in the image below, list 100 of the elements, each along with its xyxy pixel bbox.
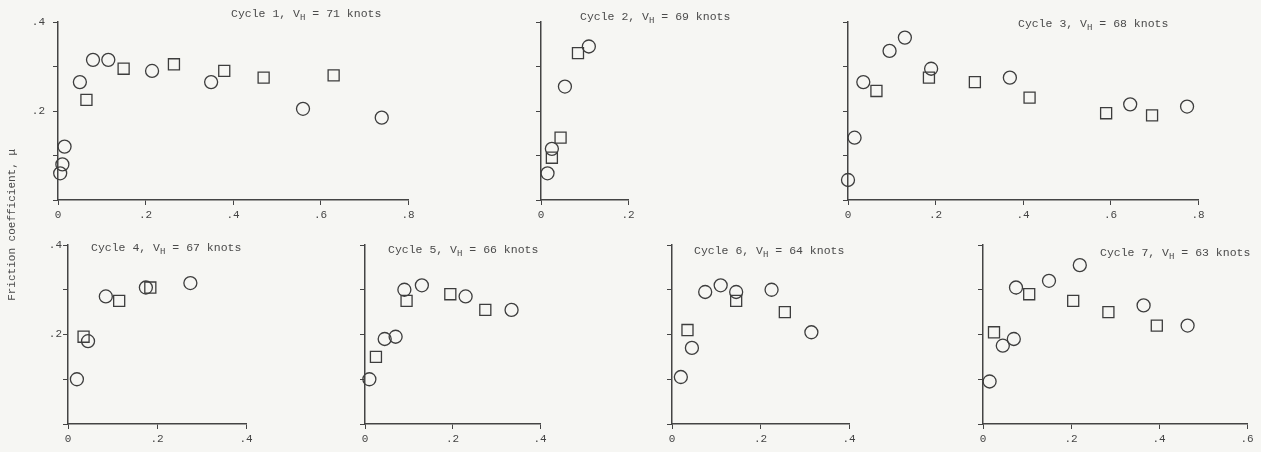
point bbox=[444, 288, 457, 301]
point bbox=[101, 52, 116, 67]
point bbox=[183, 275, 198, 291]
point bbox=[72, 74, 88, 90]
x-tick-label: 0 bbox=[537, 208, 545, 221]
chart-title: Cycle 6, V$_{H}$ = 64 knots bbox=[694, 244, 845, 263]
point bbox=[1041, 273, 1057, 288]
point bbox=[414, 278, 430, 293]
point bbox=[458, 289, 473, 304]
point bbox=[804, 325, 819, 340]
point bbox=[764, 282, 779, 297]
point bbox=[85, 52, 101, 67]
point bbox=[1023, 91, 1036, 104]
point bbox=[479, 303, 492, 317]
point bbox=[870, 84, 883, 98]
point bbox=[1072, 257, 1087, 273]
point bbox=[117, 62, 130, 75]
point bbox=[218, 64, 231, 78]
x-tick-label: .4 bbox=[1016, 208, 1030, 221]
point bbox=[400, 294, 413, 308]
point bbox=[77, 330, 90, 343]
point bbox=[362, 372, 377, 387]
x-tick-label: .8 bbox=[1191, 208, 1205, 221]
point bbox=[968, 75, 982, 89]
x-tick-label: .4 bbox=[1152, 432, 1166, 445]
x-tick-label: .2 bbox=[753, 432, 768, 445]
point bbox=[778, 305, 791, 319]
point bbox=[257, 71, 270, 84]
y-axis-title: Friction coefficient, μ bbox=[6, 149, 18, 301]
point bbox=[713, 278, 728, 293]
point bbox=[554, 131, 567, 144]
point bbox=[1180, 318, 1195, 333]
chart-title: Cycle 4, V$_{H}$ = 67 knots bbox=[91, 241, 242, 260]
point bbox=[98, 289, 113, 304]
point bbox=[80, 93, 93, 107]
x-tick-label: .6 bbox=[1240, 432, 1254, 445]
point bbox=[882, 43, 897, 59]
point bbox=[1023, 288, 1036, 301]
x-tick-label: .4 bbox=[239, 432, 253, 445]
point bbox=[138, 280, 154, 295]
x-tick-label: .2 bbox=[928, 208, 943, 221]
point bbox=[80, 334, 96, 349]
point bbox=[840, 172, 856, 188]
point bbox=[327, 69, 340, 82]
point bbox=[540, 166, 555, 181]
point bbox=[557, 79, 573, 94]
point bbox=[167, 58, 181, 71]
x-tick-label: .2 bbox=[138, 208, 153, 221]
point bbox=[377, 331, 392, 347]
x-tick-label: .6 bbox=[313, 208, 328, 221]
x-tick-label: .4 bbox=[226, 208, 240, 221]
point bbox=[1102, 305, 1115, 319]
point bbox=[388, 329, 403, 344]
x-tick-label: .6 bbox=[1103, 208, 1118, 221]
chart-title: Cycle 3, V$_{H}$ = 68 knots bbox=[1018, 17, 1169, 36]
point bbox=[1099, 107, 1113, 120]
point bbox=[1123, 97, 1138, 112]
x-tick-label: .2 bbox=[1064, 432, 1078, 445]
point bbox=[203, 74, 219, 90]
point bbox=[545, 151, 559, 164]
point bbox=[374, 110, 389, 125]
point bbox=[571, 46, 585, 60]
point bbox=[1006, 331, 1021, 347]
point bbox=[144, 63, 160, 79]
chart-title: Cycle 5, V$_{H}$ = 66 knots bbox=[388, 243, 539, 262]
point bbox=[673, 369, 688, 385]
point bbox=[1002, 70, 1018, 85]
point bbox=[113, 294, 126, 308]
point bbox=[544, 141, 560, 156]
x-tick-label: .2 bbox=[150, 432, 164, 445]
point bbox=[897, 30, 913, 45]
x-tick-label: .4 bbox=[842, 432, 856, 445]
point bbox=[1136, 298, 1151, 313]
point bbox=[684, 340, 700, 356]
point bbox=[856, 74, 871, 90]
point bbox=[53, 166, 68, 181]
point bbox=[987, 326, 1001, 339]
chart-title: Cycle 7, V$_{H}$ = 63 knots bbox=[1100, 246, 1251, 265]
chart-title: Cycle 1, V$_{H}$ = 71 knots bbox=[231, 7, 382, 26]
point bbox=[681, 323, 694, 337]
point bbox=[144, 281, 157, 294]
x-tick-label: 0 bbox=[54, 208, 62, 221]
x-tick-label: .2 bbox=[445, 432, 460, 445]
point bbox=[397, 282, 412, 297]
point bbox=[369, 350, 383, 364]
point bbox=[698, 284, 713, 300]
point bbox=[55, 157, 70, 172]
point bbox=[504, 302, 519, 318]
point bbox=[1008, 280, 1024, 295]
point bbox=[730, 294, 743, 308]
x-tick-label: 0 bbox=[979, 432, 987, 445]
point bbox=[1150, 319, 1163, 332]
text: Cycle 2, V$_{H}$ = 69 knots bbox=[580, 10, 731, 29]
point bbox=[729, 284, 744, 300]
point bbox=[581, 39, 596, 54]
point bbox=[1145, 109, 1159, 122]
x-tick-label: .8 bbox=[401, 208, 415, 221]
x-tick-label: 0 bbox=[64, 432, 72, 445]
point bbox=[1179, 99, 1195, 114]
x-tick-label: 0 bbox=[361, 432, 369, 445]
